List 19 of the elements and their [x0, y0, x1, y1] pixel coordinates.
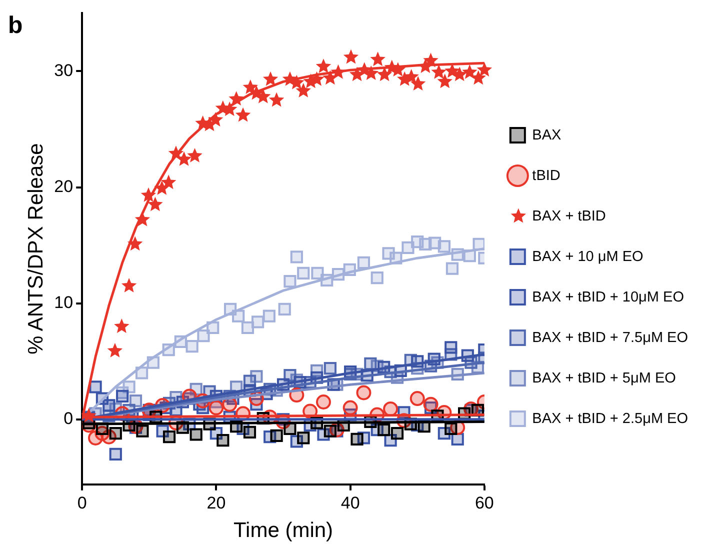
x-tick-label: 40 — [340, 493, 360, 512]
y-axis-title: % ANTS/DPX Release — [24, 143, 48, 354]
x-tick-label: 0 — [77, 493, 87, 512]
x-axis-title: Time (min) — [233, 519, 334, 542]
chart-title: b — [8, 12, 23, 40]
legend-label: BAX + 10 μM EO — [532, 248, 644, 265]
legend-label: BAX + tBID — [532, 208, 606, 224]
y-tick-label: 20 — [54, 176, 74, 196]
y-tick-label: 30 — [54, 60, 74, 80]
legend-label: BAX + tBID + 10μM EO — [532, 289, 684, 306]
x-tick-label: 20 — [206, 493, 226, 512]
legend-label: BAX + tBID + 2.5μM EO — [532, 410, 688, 427]
y-tick-label: 0 — [64, 409, 74, 428]
x-tick-label: 60 — [474, 493, 494, 512]
y-tick-label: 10 — [54, 293, 74, 312]
legend-label: tBID — [532, 168, 560, 184]
legend-label: BAX — [532, 127, 562, 144]
legend-label: BAX + tBID + 5μM EO — [532, 370, 676, 386]
legend-label: BAX + tBID + 7.5μM EO — [532, 330, 688, 346]
